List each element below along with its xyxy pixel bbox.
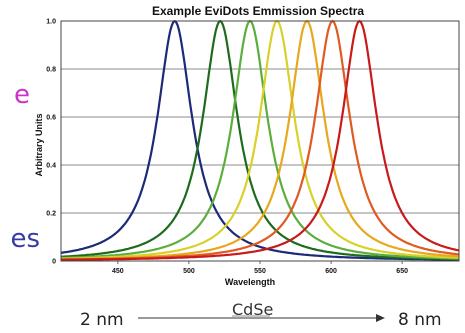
y-tick-label: 0.4 (46, 163, 56, 170)
size-max-label: 8 nm (398, 310, 442, 330)
size-arrow-head (376, 314, 385, 322)
x-tick-label: 500 (183, 268, 195, 275)
y-tick-label: 0 (52, 259, 56, 266)
x-tick-label: 600 (325, 268, 337, 275)
spectrum-line-4 (61, 19, 459, 260)
x-tick-label: 450 (112, 268, 124, 275)
chart-title: Example EviDots Emmission Spectra (152, 4, 364, 18)
size-min-label: 2 nm (80, 310, 124, 330)
spectrum-line-3 (60, 19, 459, 260)
slide-text-fragment-top: e (14, 82, 30, 108)
y-tick-label: 1.0 (46, 19, 56, 26)
x-axis-label: Wavelength (225, 277, 275, 287)
y-tick-label: 0.8 (46, 67, 56, 74)
x-tick-label: 650 (396, 268, 408, 275)
tick-layer: 0 0.2 0.4 0.6 0.8 1.0 450 500 550 600 650 (46, 19, 408, 276)
spectrum-line-1 (60, 19, 460, 261)
emission-spectra-chart: Example EviDots Emmission Spectra Arbitr… (34, 4, 460, 287)
y-axis-label: Arbitrary Units (34, 113, 44, 176)
y-tick-label: 0.6 (46, 115, 56, 122)
material-label: CdSe (232, 300, 274, 319)
series-layer (60, 19, 460, 261)
y-tick-label: 0.2 (46, 211, 56, 218)
spectrum-line-2 (60, 19, 459, 261)
slide-text-fragment-bottom: es (10, 226, 40, 252)
x-tick-label: 550 (254, 268, 266, 275)
plot-frame (60, 20, 460, 262)
spectrum-line-7 (61, 19, 460, 261)
